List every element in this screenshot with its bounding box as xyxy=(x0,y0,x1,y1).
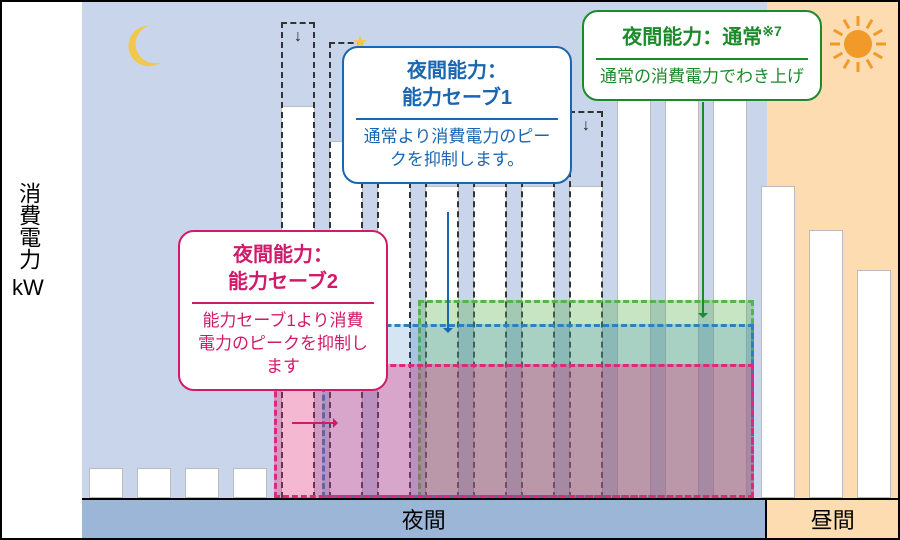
pointer-green xyxy=(702,102,704,317)
down-arrow-icon: ↓ xyxy=(582,117,590,135)
callout-pink: 夜間能力：能力セーブ2 能力セーブ1より消費電力のピークを抑制します xyxy=(178,230,388,391)
pointer-blue xyxy=(447,212,449,332)
down-arrow-icon: ↓ xyxy=(294,28,302,46)
callout-blue-body: 通常より消費電力のピークを抑制します。 xyxy=(358,126,556,172)
power-chart: 消費電力 kW ↓↓↓↓↓↓↓ ★ ★ 夜間能力：通常※7 通常の消費電力でわき… xyxy=(0,0,900,540)
bar xyxy=(617,42,652,498)
bar-slot xyxy=(850,2,898,498)
x-axis-labels: 夜間 昼間 xyxy=(82,498,898,538)
bar xyxy=(857,270,892,498)
bar xyxy=(809,230,844,498)
callout-green: 夜間能力：通常※7 通常の消費電力でわき上げ xyxy=(582,10,822,101)
bar-slot xyxy=(130,2,178,498)
bar xyxy=(137,468,172,498)
y-axis-label: 消費電力 kW xyxy=(12,182,44,303)
callout-green-body: 通常の消費電力でわき上げ xyxy=(598,66,806,89)
bar xyxy=(233,468,268,498)
bar xyxy=(665,42,700,498)
sun-icon xyxy=(828,14,888,74)
callout-green-title: 夜間能力：通常※7 xyxy=(598,22,806,52)
bar xyxy=(521,186,556,498)
bar xyxy=(569,186,604,498)
pointer-pink xyxy=(292,422,337,424)
day-label: 昼間 xyxy=(767,498,898,538)
callout-pink-body: 能力セーブ1より消費電力のピークを抑制します xyxy=(194,310,372,379)
bar xyxy=(425,186,460,498)
callout-blue: 夜間能力：能力セーブ1 通常より消費電力のピークを抑制します。 xyxy=(342,46,572,184)
y-axis-unit: kW xyxy=(12,275,44,300)
bar xyxy=(473,186,508,498)
y-axis-text: 消費電力 xyxy=(14,182,43,270)
bar xyxy=(185,468,220,498)
bar-slot xyxy=(82,2,130,498)
bar xyxy=(89,468,124,498)
moon-icon xyxy=(118,22,164,68)
bar xyxy=(713,42,748,498)
night-label: 夜間 xyxy=(82,498,767,538)
bar xyxy=(761,186,796,498)
callout-blue-title: 夜間能力：能力セーブ1 xyxy=(358,58,556,112)
plot-area: ↓↓↓↓↓↓↓ ★ ★ 夜間能力：通常※7 通常の消費電力でわき上げ 夜間能力：… xyxy=(82,2,898,498)
callout-pink-title: 夜間能力：能力セーブ2 xyxy=(194,242,372,296)
